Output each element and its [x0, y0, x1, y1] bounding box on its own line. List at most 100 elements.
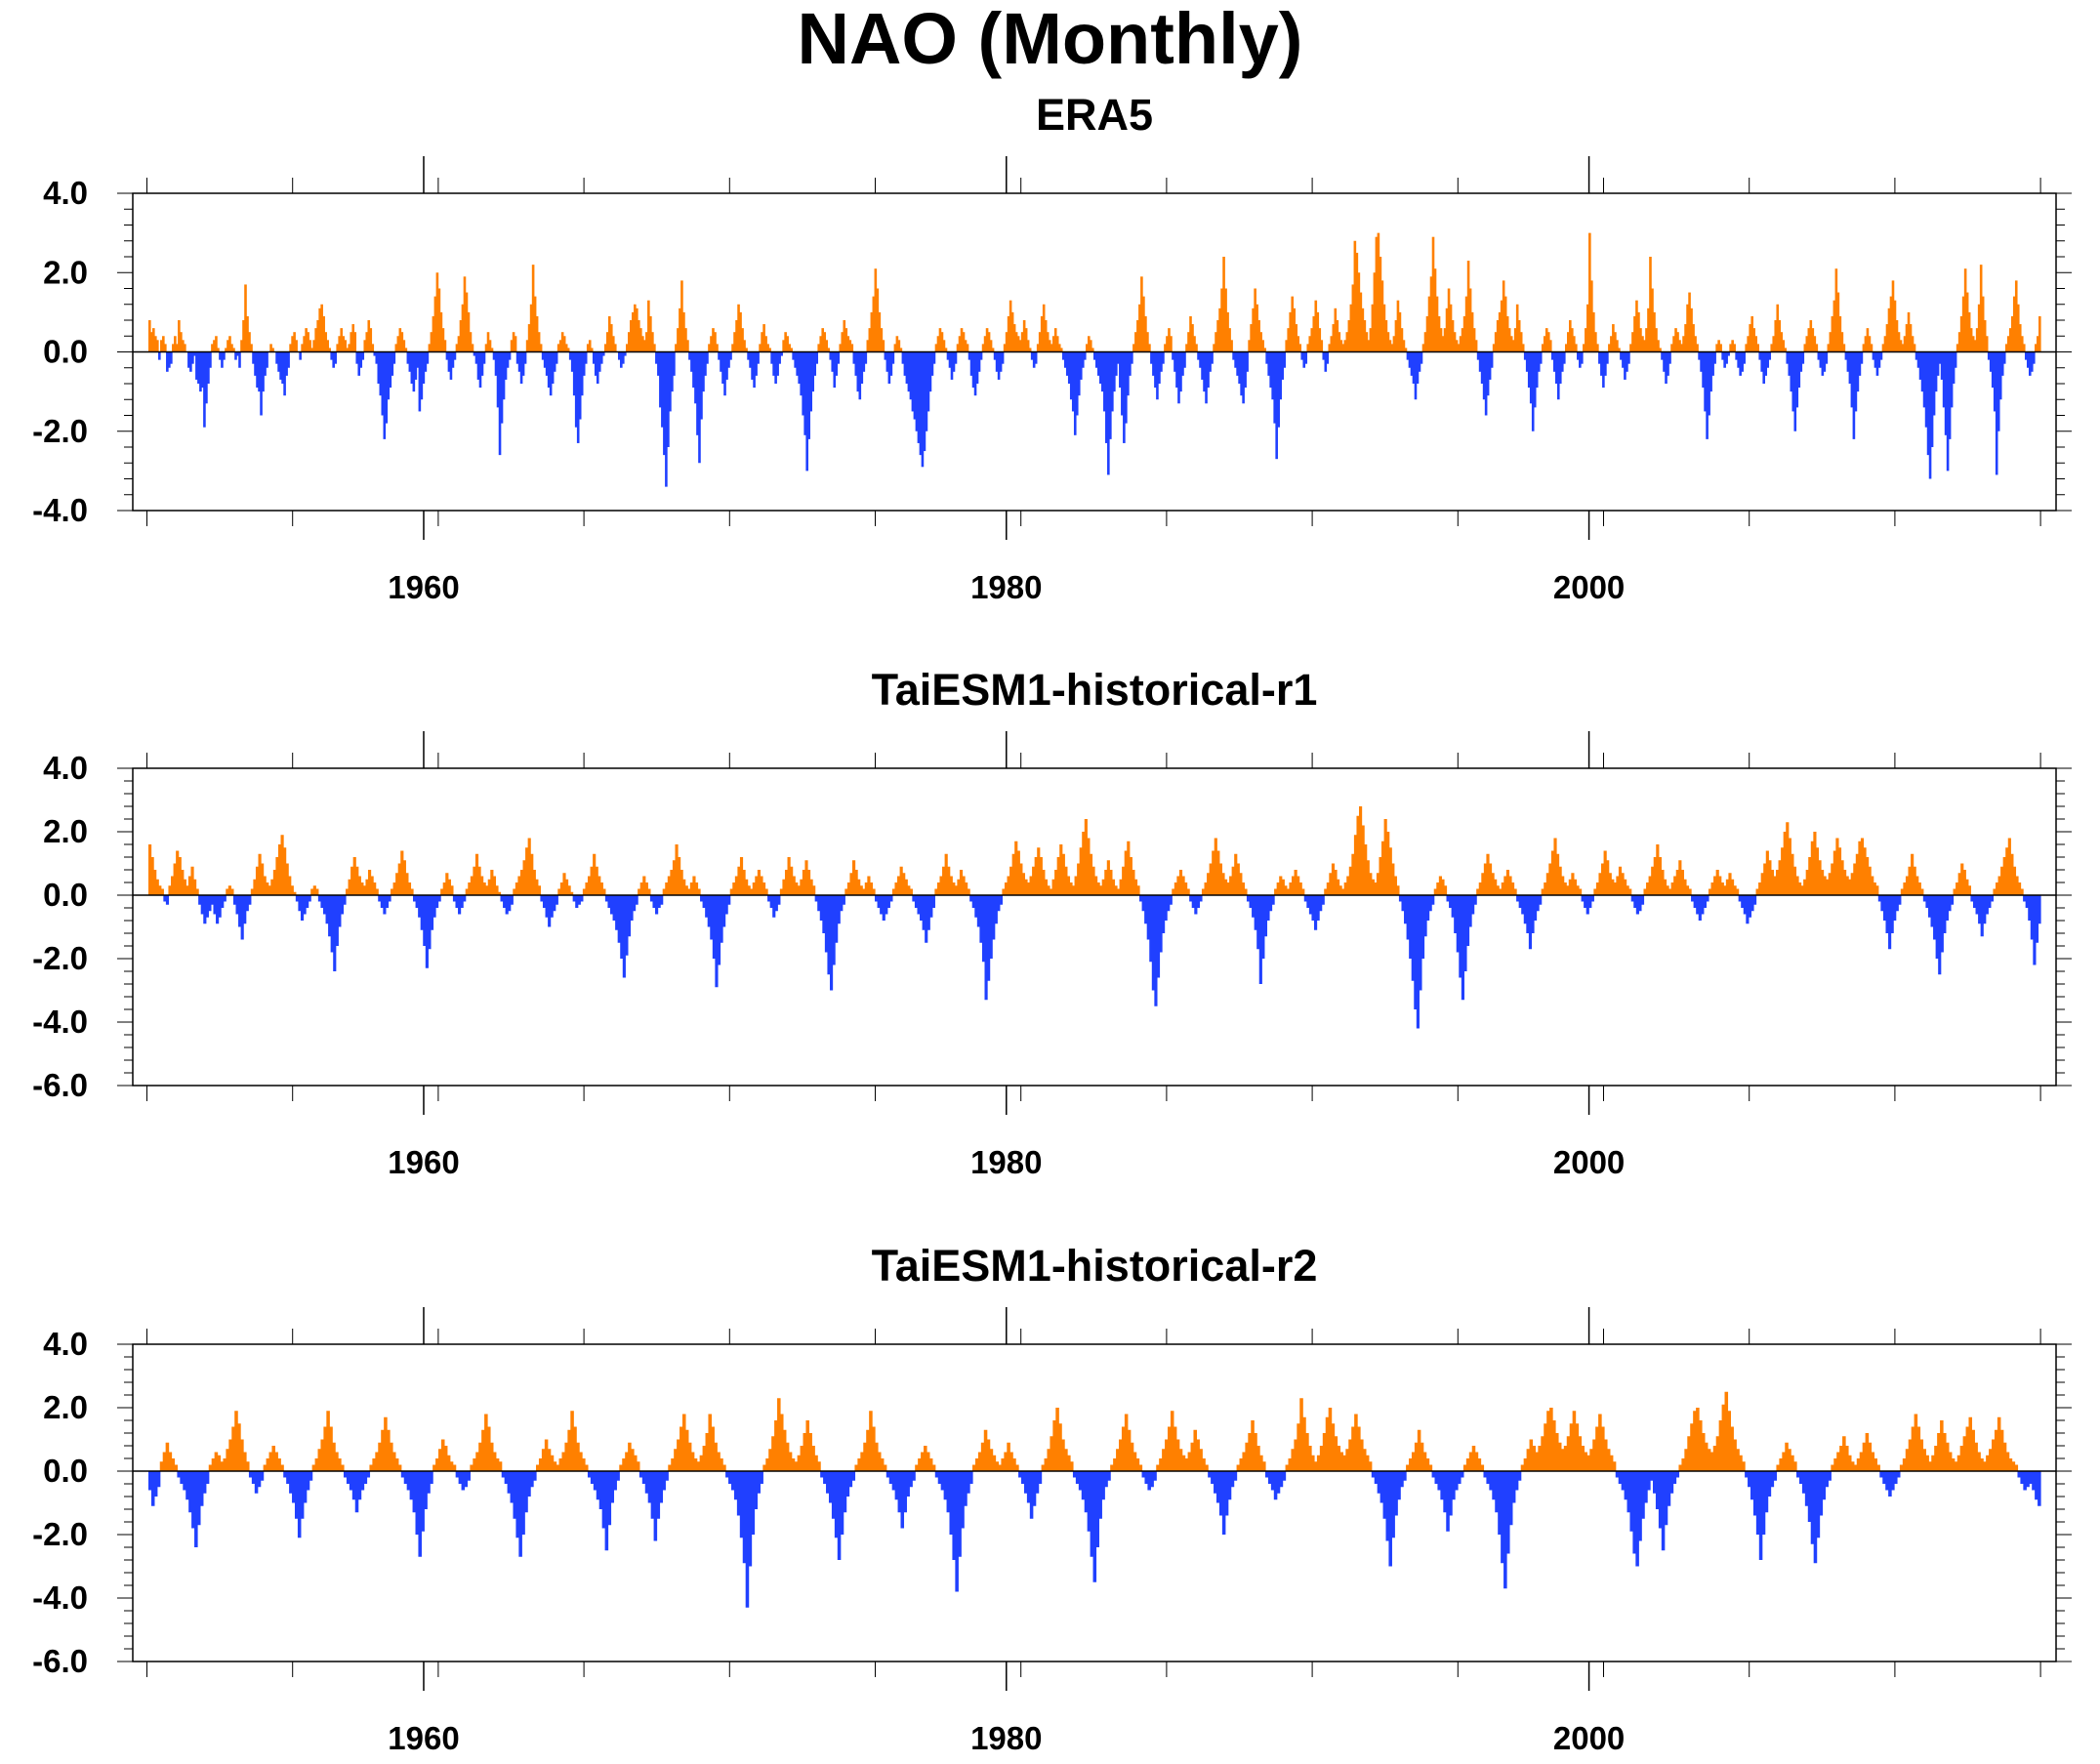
- bar: [1507, 328, 1511, 352]
- bar: [1640, 895, 1645, 905]
- bar: [275, 351, 278, 364]
- bar: [148, 844, 152, 895]
- bar: [977, 351, 981, 372]
- bar: [597, 351, 601, 372]
- bar: [246, 315, 249, 352]
- bar: [1821, 870, 1825, 895]
- bar: [1510, 882, 1515, 895]
- bar: [515, 351, 519, 364]
- bar: [1159, 1458, 1163, 1471]
- bar: [174, 1464, 179, 1471]
- bar: [1566, 885, 1570, 895]
- bar: [930, 351, 934, 376]
- bar: [1888, 895, 1892, 950]
- bar: [1871, 876, 1874, 895]
- bar: [1281, 351, 1284, 380]
- bar: [665, 1471, 669, 1481]
- bar: [1511, 1471, 1516, 1503]
- bar: [1230, 1471, 1235, 1488]
- bar: [343, 1471, 348, 1478]
- bar: [1051, 336, 1055, 352]
- bar: [1652, 1471, 1657, 1494]
- bar: [1545, 873, 1549, 895]
- chart-panel-3: TaiESM1-historical-r2-6.0-4.0-2.00.02.04…: [32, 1241, 2072, 1756]
- bar: [1148, 344, 1151, 352]
- bar: [343, 895, 347, 905]
- bar: [1154, 895, 1158, 1006]
- bar: [887, 351, 891, 384]
- bar: [250, 888, 254, 895]
- bar: [1234, 351, 1237, 368]
- bar: [1750, 895, 1754, 912]
- bar: [1621, 873, 1625, 895]
- bar: [410, 351, 414, 384]
- bar: [1411, 895, 1415, 981]
- bar: [568, 351, 572, 360]
- bar: [772, 351, 775, 376]
- bar: [840, 895, 844, 912]
- bar: [798, 351, 801, 384]
- bar: [929, 895, 933, 918]
- bar: [484, 1414, 488, 1471]
- bar: [1992, 1439, 1996, 1471]
- bar: [500, 895, 504, 902]
- bar: [281, 351, 284, 384]
- bar: [1449, 304, 1453, 352]
- bar: [912, 1471, 916, 1481]
- bar: [1397, 1471, 1401, 1500]
- bar: [1813, 832, 1817, 895]
- bar: [737, 304, 740, 352]
- bar: [1127, 1429, 1132, 1471]
- bar: [745, 348, 748, 352]
- bar: [601, 1471, 606, 1529]
- bar: [207, 351, 210, 384]
- bar: [594, 351, 597, 376]
- bar: [669, 351, 672, 412]
- bar: [306, 1471, 310, 1491]
- bar: [461, 304, 465, 352]
- bar: [1762, 351, 1766, 384]
- bar: [543, 351, 547, 368]
- bar: [1334, 1436, 1338, 1471]
- bar: [813, 351, 817, 376]
- bar: [1696, 344, 1699, 352]
- y-tick-label: 2.0: [43, 254, 88, 290]
- bar: [2002, 1442, 2007, 1471]
- bar: [1609, 1455, 1614, 1471]
- bar: [875, 895, 879, 902]
- bar: [731, 344, 734, 352]
- bar: [541, 1449, 546, 1471]
- bar: [1012, 324, 1016, 352]
- bar: [1337, 879, 1340, 895]
- bar: [218, 895, 222, 918]
- bar: [1090, 1471, 1094, 1557]
- bar: [1298, 344, 1302, 352]
- bar: [1322, 1433, 1327, 1471]
- bar: [1134, 332, 1137, 352]
- bar: [1236, 351, 1239, 376]
- bar: [378, 1442, 382, 1471]
- bar: [1026, 340, 1030, 352]
- bar: [768, 1449, 772, 1471]
- bar: [309, 340, 311, 352]
- bar: [445, 351, 449, 360]
- bar: [1284, 885, 1288, 895]
- bar: [1752, 895, 1757, 905]
- bar: [1331, 863, 1336, 895]
- bar: [625, 1452, 629, 1471]
- bar: [332, 1442, 336, 1471]
- bar: [917, 351, 921, 443]
- bar: [1571, 873, 1575, 895]
- bar: [656, 1471, 661, 1519]
- bar: [1144, 315, 1147, 352]
- bar: [1533, 351, 1537, 408]
- bar: [1279, 351, 1282, 400]
- bar: [735, 320, 738, 352]
- bar: [867, 876, 871, 895]
- bar: [487, 1426, 491, 1471]
- bar: [1132, 1452, 1137, 1471]
- bar: [1911, 336, 1915, 352]
- bar: [1758, 882, 1762, 895]
- bar: [1698, 351, 1701, 360]
